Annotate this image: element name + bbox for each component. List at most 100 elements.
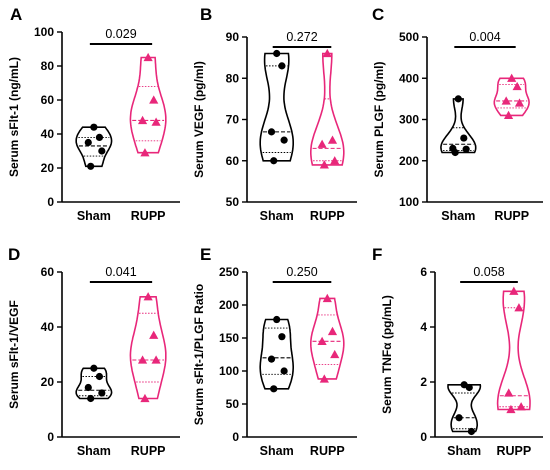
data-point-sham — [455, 414, 463, 422]
y-tick-label: 0 — [47, 430, 54, 444]
violin-sham — [440, 98, 477, 154]
y-tick-label: 70 — [226, 113, 240, 127]
data-point-rupp — [317, 139, 327, 148]
data-point-rupp — [514, 303, 524, 312]
y-tick-label: 250 — [219, 265, 239, 279]
data-point-rupp — [516, 402, 526, 411]
data-point-rupp — [317, 336, 327, 345]
p-value-label: 0.272 — [286, 30, 317, 44]
data-point-sham — [90, 364, 98, 372]
y-tick-label: 100 — [219, 364, 239, 378]
data-point-rupp — [509, 286, 519, 295]
y-tick-label: 6 — [420, 265, 427, 279]
violin-rupp — [493, 77, 530, 117]
data-point-sham — [278, 62, 286, 70]
data-point-sham — [465, 383, 473, 392]
y-tick-label: 0 — [47, 195, 54, 209]
y-tick-label: 80 — [41, 59, 55, 73]
data-point-sham — [270, 157, 278, 165]
panel-letter: E — [200, 245, 211, 264]
x-tick-label: Sham — [77, 209, 111, 223]
data-point-sham — [95, 372, 104, 381]
data-point-sham — [95, 133, 104, 141]
y-tick-label: 50 — [226, 397, 240, 411]
data-point-rupp — [330, 349, 340, 359]
y-tick-label: 400 — [399, 71, 419, 85]
panel-c: C 100 200 300 400 500 Serum PLGF (pg/ml) Sham RU… — [372, 5, 543, 223]
x-tick-label: RUPP — [496, 444, 531, 458]
data-point-rupp — [149, 95, 159, 104]
data-point-sham — [87, 162, 95, 170]
y-tick-label: 150 — [219, 331, 239, 345]
data-point-sham — [90, 123, 98, 131]
x-tick-label: RUPP — [310, 209, 345, 223]
data-point-rupp — [143, 52, 153, 62]
y-tick-label: 0 — [232, 430, 239, 444]
data-point-sham — [280, 136, 288, 144]
panel-letter: A — [10, 5, 22, 24]
y-axis-label: Serum VEGF (pg/ml) — [192, 61, 206, 178]
panel-letter: F — [372, 245, 382, 264]
data-point-sham — [462, 145, 470, 153]
violin-sham — [259, 318, 294, 390]
data-point-sham — [267, 355, 276, 363]
data-point-rupp — [319, 160, 329, 169]
x-tick-label: RUPP — [131, 444, 166, 458]
y-tick-label: 100 — [34, 25, 54, 39]
p-value-label: 0.041 — [105, 265, 136, 279]
data-point-sham — [273, 315, 281, 324]
y-tick-label: 40 — [41, 320, 55, 334]
violin-sham — [75, 126, 113, 168]
data-point-rupp — [319, 374, 329, 383]
y-tick-label: 500 — [399, 30, 419, 44]
data-point-sham — [278, 333, 286, 341]
x-tick-label: RUPP — [494, 209, 529, 223]
x-tick-label: RUPP — [131, 209, 166, 223]
y-tick-label: 300 — [399, 113, 419, 127]
panel-f: F 0 2 4 6 Serum TNFα (pg/mL) Sham RUPP 0.058 — [372, 245, 543, 458]
data-point-sham — [454, 95, 462, 103]
y-tick-label: 60 — [226, 154, 240, 168]
violin-rupp — [129, 56, 167, 154]
violin-rupp — [310, 52, 345, 166]
y-axis-label: Serum sFlt-1 (ng/mL) — [7, 57, 21, 177]
x-tick-label: Sham — [441, 209, 475, 223]
data-point-rupp — [327, 135, 338, 144]
data-point-sham — [451, 148, 459, 157]
data-point-sham — [84, 138, 92, 147]
data-point-sham — [460, 134, 468, 142]
data-point-rupp — [143, 292, 153, 301]
data-point-rupp — [506, 404, 516, 414]
y-tick-label: 80 — [226, 71, 240, 85]
data-point-rupp — [504, 388, 514, 397]
x-tick-label: RUPP — [310, 444, 345, 458]
y-tick-label: 20 — [41, 161, 55, 175]
data-point-rupp — [512, 81, 522, 91]
x-tick-label: Sham — [77, 444, 111, 458]
data-point-rupp — [507, 73, 517, 82]
panel-letter: B — [200, 5, 212, 24]
violin-sham — [259, 52, 294, 162]
data-point-rupp — [140, 393, 150, 403]
y-axis-label: Serum sFlt-1/PLGF Ratio — [192, 284, 206, 425]
data-point-sham — [87, 394, 95, 403]
y-tick-label: 200 — [399, 154, 419, 168]
violin-rupp — [496, 290, 531, 411]
data-point-sham — [84, 383, 92, 392]
p-value-label: 0.004 — [469, 30, 500, 44]
data-point-sham — [273, 49, 281, 58]
data-point-rupp — [151, 117, 161, 126]
data-point-sham — [98, 389, 106, 397]
y-tick-label: 100 — [399, 195, 419, 209]
violin-sham — [447, 384, 482, 433]
p-value-label: 0.058 — [473, 265, 504, 279]
violin-sham — [75, 367, 113, 400]
panel-letter: D — [8, 245, 20, 264]
panel-b: B 50 60 70 80 90 Serum VEGF (pg/ml) Sham RUPP 0.2… — [192, 5, 357, 223]
panel-e: E 0 50 100 150 200 250 Serum sFlt-1/PLGF Ratio S… — [192, 245, 357, 458]
y-tick-label: 4 — [420, 320, 427, 334]
y-tick-label: 90 — [226, 30, 240, 44]
y-tick-label: 50 — [226, 195, 240, 209]
data-point-sham — [270, 385, 278, 393]
y-tick-label: 200 — [219, 298, 239, 312]
